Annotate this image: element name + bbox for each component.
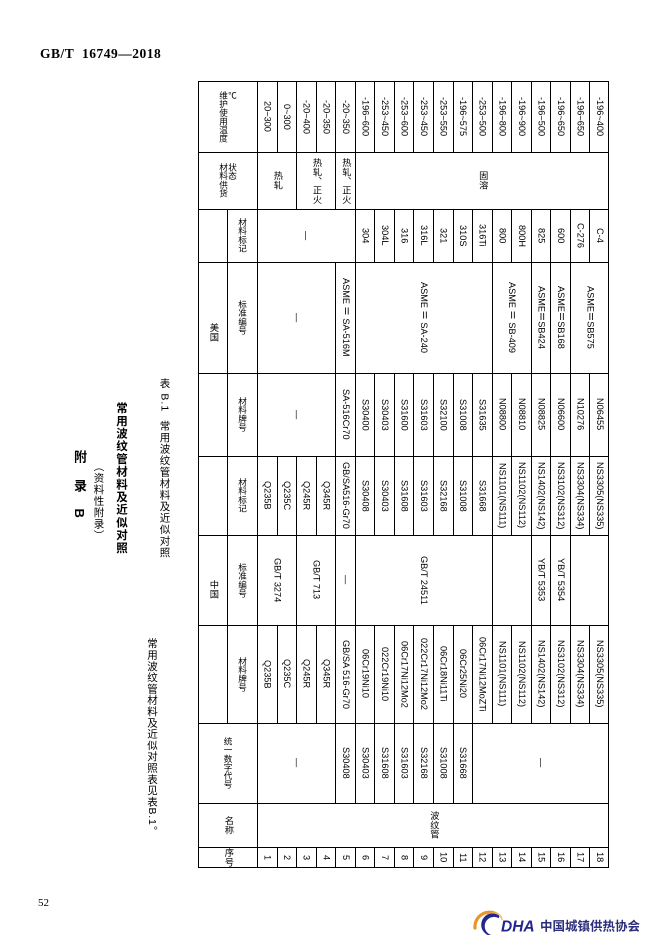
svg-text:中国城镇供热协会: 中国城镇供热协会 bbox=[540, 919, 641, 934]
svg-text:DHA: DHA bbox=[501, 919, 535, 936]
